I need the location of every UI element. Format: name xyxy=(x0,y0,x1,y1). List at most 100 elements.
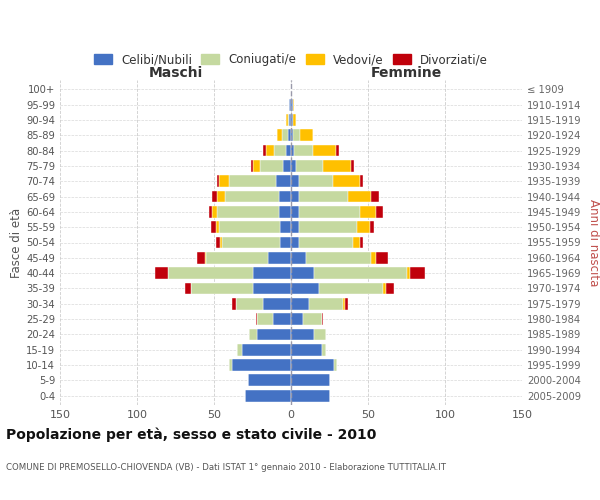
Bar xyxy=(332,175,360,187)
Bar xyxy=(319,282,383,294)
Bar xyxy=(257,313,272,325)
Bar xyxy=(242,344,291,356)
Bar xyxy=(205,252,206,264)
Bar xyxy=(209,206,212,218)
Bar xyxy=(323,160,351,172)
Bar xyxy=(335,144,339,156)
Bar xyxy=(275,175,291,187)
Bar xyxy=(277,129,282,141)
Bar xyxy=(253,160,260,172)
Bar xyxy=(291,374,329,386)
Bar xyxy=(291,390,329,402)
Bar xyxy=(348,190,371,202)
Bar xyxy=(334,359,337,371)
Bar xyxy=(206,252,268,264)
Bar xyxy=(222,236,280,248)
Bar xyxy=(314,267,407,279)
Bar xyxy=(263,298,291,310)
Bar xyxy=(291,328,314,340)
Bar xyxy=(245,390,291,402)
Bar xyxy=(291,221,299,233)
Bar xyxy=(291,160,296,172)
Bar xyxy=(314,328,326,340)
Bar xyxy=(266,144,274,156)
Bar xyxy=(376,206,383,218)
Bar xyxy=(291,236,299,248)
Bar xyxy=(291,359,334,371)
Bar xyxy=(236,298,263,310)
Bar xyxy=(274,144,286,156)
Bar xyxy=(217,206,278,218)
Bar xyxy=(360,206,376,218)
Bar xyxy=(322,313,323,325)
Bar xyxy=(250,328,257,340)
Bar xyxy=(256,313,257,325)
Bar xyxy=(299,221,357,233)
Bar xyxy=(300,129,313,141)
Bar xyxy=(322,344,326,356)
Bar xyxy=(211,221,215,233)
Bar xyxy=(218,175,229,187)
Bar xyxy=(288,114,289,126)
Bar xyxy=(296,160,323,172)
Bar xyxy=(282,129,288,141)
Bar xyxy=(291,206,299,218)
Bar xyxy=(351,160,354,172)
Bar xyxy=(215,236,220,248)
Bar xyxy=(263,144,266,156)
Bar xyxy=(307,252,371,264)
Bar xyxy=(191,282,253,294)
Bar xyxy=(291,144,294,156)
Bar xyxy=(357,221,370,233)
Bar xyxy=(291,129,293,141)
Bar xyxy=(220,236,222,248)
Legend: Celibi/Nubili, Coniugati/e, Vedovi/e, Divorziati/e: Celibi/Nubili, Coniugati/e, Vedovi/e, Di… xyxy=(89,48,493,71)
Bar xyxy=(371,190,379,202)
Text: COMUNE DI PREMOSELLO-CHIOVENDA (VB) - Dati ISTAT 1° gennaio 2010 - Elaborazione : COMUNE DI PREMOSELLO-CHIOVENDA (VB) - Da… xyxy=(6,462,446,471)
Bar xyxy=(155,267,168,279)
Bar xyxy=(283,160,291,172)
Bar xyxy=(291,98,293,110)
Bar xyxy=(291,190,299,202)
Bar xyxy=(371,252,376,264)
Bar xyxy=(291,344,322,356)
Bar xyxy=(313,144,335,156)
Bar xyxy=(353,236,360,248)
Bar xyxy=(260,160,283,172)
Bar xyxy=(232,359,291,371)
Bar xyxy=(288,129,291,141)
Bar xyxy=(217,175,218,187)
Text: Femmine: Femmine xyxy=(371,66,442,80)
Bar xyxy=(343,298,345,310)
Bar xyxy=(280,221,291,233)
Bar xyxy=(291,313,304,325)
Bar xyxy=(278,190,291,202)
Bar xyxy=(278,206,291,218)
Bar xyxy=(291,175,299,187)
Bar xyxy=(293,98,294,110)
Bar xyxy=(293,129,300,141)
Bar xyxy=(299,206,360,218)
Bar xyxy=(168,267,253,279)
Bar xyxy=(229,175,275,187)
Bar xyxy=(360,236,364,248)
Bar xyxy=(291,114,293,126)
Bar xyxy=(212,190,217,202)
Bar xyxy=(289,114,291,126)
Bar xyxy=(410,267,425,279)
Bar xyxy=(272,313,291,325)
Bar xyxy=(289,98,291,110)
Bar xyxy=(286,144,291,156)
Bar xyxy=(294,144,313,156)
Bar xyxy=(299,190,348,202)
Bar xyxy=(299,236,353,248)
Bar xyxy=(407,267,410,279)
Bar xyxy=(310,298,343,310)
Bar xyxy=(232,298,236,310)
Bar xyxy=(218,221,280,233)
Bar xyxy=(291,282,319,294)
Bar xyxy=(383,282,386,294)
Bar xyxy=(185,282,191,294)
Bar xyxy=(253,282,291,294)
Bar xyxy=(304,313,322,325)
